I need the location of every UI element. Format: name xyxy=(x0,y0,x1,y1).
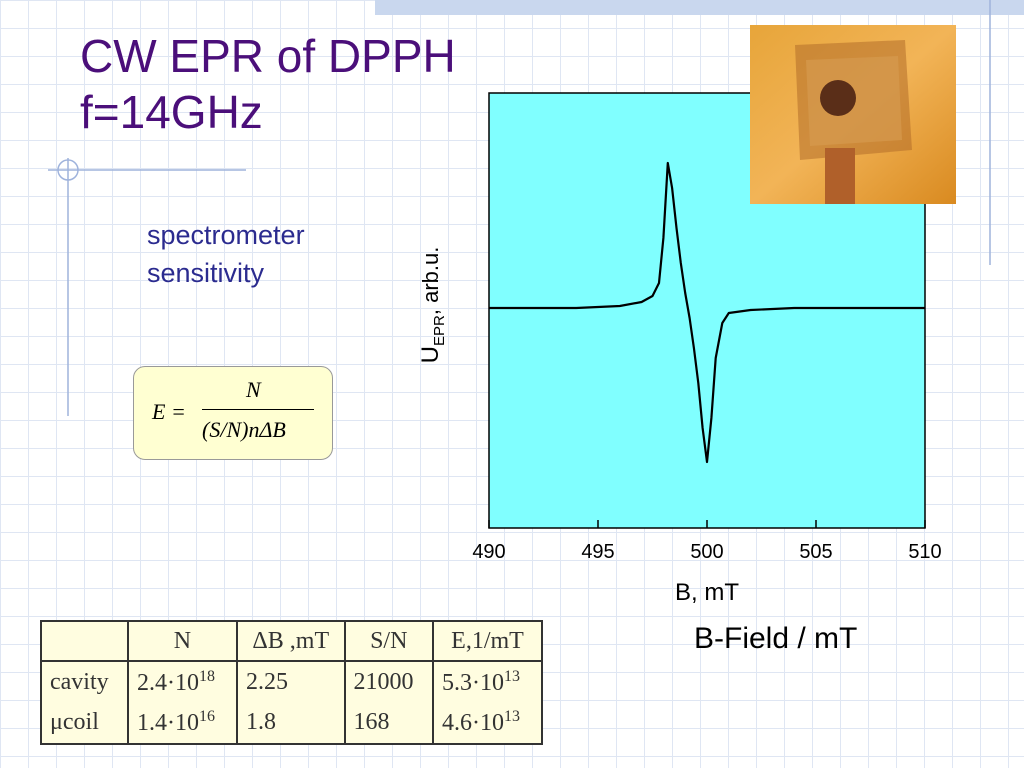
cell-base: 1.4·10 xyxy=(136,710,199,737)
cell-base: 2.25 xyxy=(245,668,288,695)
y-label-main: U xyxy=(417,346,444,363)
table-row: μcoil 1.4·1016 1.8 168 4.6·1013 xyxy=(40,702,542,744)
formula-denominator: (S/N)nΔB xyxy=(202,417,286,443)
x-tick-label: 495 xyxy=(581,541,614,563)
cell-base: 1.8 xyxy=(245,709,276,736)
header-cell: ΔB ,mT xyxy=(235,621,345,663)
den-paren: (S/N) xyxy=(202,417,249,442)
cell-base: 2.4·10 xyxy=(136,669,199,696)
fraction-bar xyxy=(202,409,314,410)
formula-lhs: E = xyxy=(152,399,186,424)
data-table: N ΔB ,mT S/N E,1/mT cavity 2.4·1018 2.25 21000 5… xyxy=(40,620,543,745)
note-line: spectrometer xyxy=(147,220,305,250)
table-cell: 1.4·1016 xyxy=(126,702,237,744)
y-label-rest: , arb.u. xyxy=(418,247,443,315)
y-axis-label: UEPR, arb.u. xyxy=(417,247,448,364)
cell-exponent: 13 xyxy=(504,708,521,726)
epr-line xyxy=(489,161,925,464)
table-cell: 2.25 xyxy=(235,661,345,703)
photo-bg xyxy=(750,25,956,204)
table-row: cavity 2.4·1018 2.25 21000 5.3·1013 xyxy=(40,661,542,703)
table-cell: 2.4·1018 xyxy=(126,661,237,703)
photo-spot xyxy=(820,80,856,116)
photo xyxy=(750,25,956,204)
annotation: B-Field / mT xyxy=(694,622,858,655)
formula-numerator: N xyxy=(246,377,261,402)
header-cell: S/N xyxy=(343,621,434,663)
note-line: sensitivity xyxy=(147,258,265,288)
photo-sample xyxy=(806,56,902,146)
header-cell: E,1/mT xyxy=(432,621,542,663)
x-tick-label: 505 xyxy=(799,541,832,563)
header-row: N ΔB ,mT S/N E,1/mT xyxy=(40,621,542,663)
cell-exponent: 16 xyxy=(198,708,215,726)
formula-box: E = N (S/N)nΔB xyxy=(133,366,333,460)
plot-area xyxy=(488,92,926,529)
title: CW EPR of DPPH f=14GHz xyxy=(80,28,456,140)
header-cell xyxy=(40,621,128,663)
deco-circle xyxy=(57,159,79,181)
y-label-sub: EPR xyxy=(431,315,448,346)
cell-base: 4.6·10 xyxy=(442,710,505,737)
x-tick-label: 490 xyxy=(472,541,505,563)
table-cell: 1.8 xyxy=(235,702,345,744)
title-line: CW EPR of DPPH xyxy=(80,30,456,82)
table-cell: 4.6·1013 xyxy=(432,702,542,744)
photo-wire xyxy=(825,148,855,204)
row-label: μcoil xyxy=(40,702,128,744)
x-axis-label: B, mT xyxy=(675,579,739,606)
den-rest: nΔB xyxy=(248,417,286,442)
header-cell: N xyxy=(126,621,237,663)
cell-base: 5.3·10 xyxy=(442,669,505,696)
top-band xyxy=(375,0,1024,15)
table-cell: 21000 xyxy=(343,661,434,703)
row-label: cavity xyxy=(40,661,128,703)
photo-sample xyxy=(795,40,912,160)
cell-exponent: 13 xyxy=(504,667,521,685)
note: spectrometer sensitivity xyxy=(147,216,305,292)
table-cell: 168 xyxy=(343,702,434,744)
title-line: f=14GHz xyxy=(80,86,263,138)
cell-base: 168 xyxy=(353,709,390,736)
x-tick-label: 500 xyxy=(690,541,723,563)
table-cell: 5.3·1013 xyxy=(432,661,542,703)
cell-base: 21000 xyxy=(353,668,414,695)
cell-exponent: 18 xyxy=(198,667,215,685)
x-tick-label: 510 xyxy=(908,541,941,563)
